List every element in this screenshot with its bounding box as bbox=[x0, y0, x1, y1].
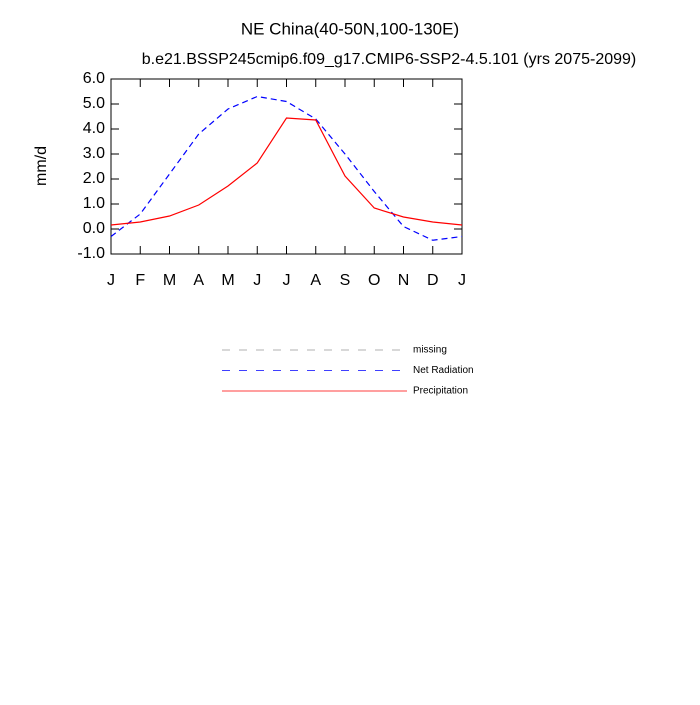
x-tick-label: A bbox=[193, 272, 204, 289]
x-tick-label: F bbox=[135, 272, 145, 289]
y-tick-label: 0.0 bbox=[83, 220, 105, 237]
x-tick-label: J bbox=[283, 272, 291, 289]
series-line bbox=[110, 95, 463, 241]
x-tick-label: O bbox=[368, 272, 380, 289]
y-tick-label: -1.0 bbox=[77, 245, 105, 262]
x-tick-label: A bbox=[310, 272, 321, 289]
y-tick-label: 1.0 bbox=[83, 195, 105, 212]
x-tick-label: M bbox=[163, 272, 176, 289]
y-axis-label: mm/d bbox=[33, 146, 50, 186]
x-tick-label: J bbox=[253, 272, 261, 289]
x-tick-label: N bbox=[398, 272, 410, 289]
chart-subtitle: b.e21.BSSP245cmip6.f09_g17.CMIP6-SSP2-4.… bbox=[142, 51, 637, 68]
y-tick-label: 5.0 bbox=[83, 95, 105, 112]
x-tick-label: J bbox=[107, 272, 115, 289]
legend-label: Precipitation bbox=[413, 386, 468, 397]
y-tick-label: 4.0 bbox=[83, 120, 105, 137]
y-tick-label: 6.0 bbox=[83, 70, 105, 87]
x-tick-label: M bbox=[221, 272, 234, 289]
y-tick-label: 3.0 bbox=[83, 145, 105, 162]
legend-label: missing bbox=[413, 345, 447, 356]
y-tick-label: 2.0 bbox=[83, 170, 105, 187]
chart-title: NE China(40-50N,100-130E) bbox=[241, 19, 459, 38]
x-tick-label: J bbox=[458, 272, 466, 289]
legend-label: Net Radiation bbox=[413, 365, 474, 376]
series-line bbox=[110, 117, 463, 226]
x-tick-label: S bbox=[340, 272, 351, 289]
x-tick-label: D bbox=[427, 272, 439, 289]
